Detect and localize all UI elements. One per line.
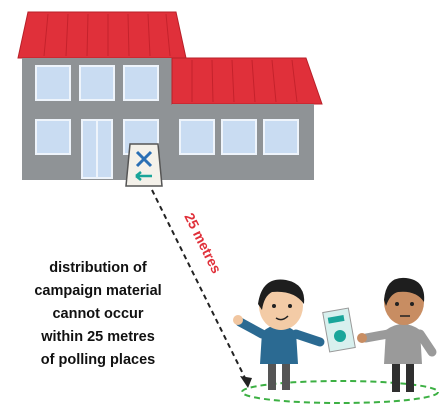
caption: distribution of campaign material cannot…: [34, 260, 161, 368]
person: [233, 280, 320, 391]
caption-line: distribution of: [49, 260, 147, 276]
illustration: 25 metres distribution of campaign mater…: [0, 0, 439, 404]
caption-line: campaign material: [34, 283, 161, 299]
leaflet: [323, 308, 356, 352]
page: {"sign_label": "25 metres", "caption": {…: [0, 0, 439, 404]
person: [357, 278, 432, 392]
arrow-head: [240, 376, 252, 388]
caption-line: within 25 metres: [40, 329, 155, 345]
caption-line: of polling places: [41, 352, 155, 368]
distance-label: 25 metres: [181, 210, 225, 276]
building: [18, 12, 322, 180]
polling-sign: [126, 144, 162, 186]
caption-line: cannot occur: [52, 306, 143, 322]
